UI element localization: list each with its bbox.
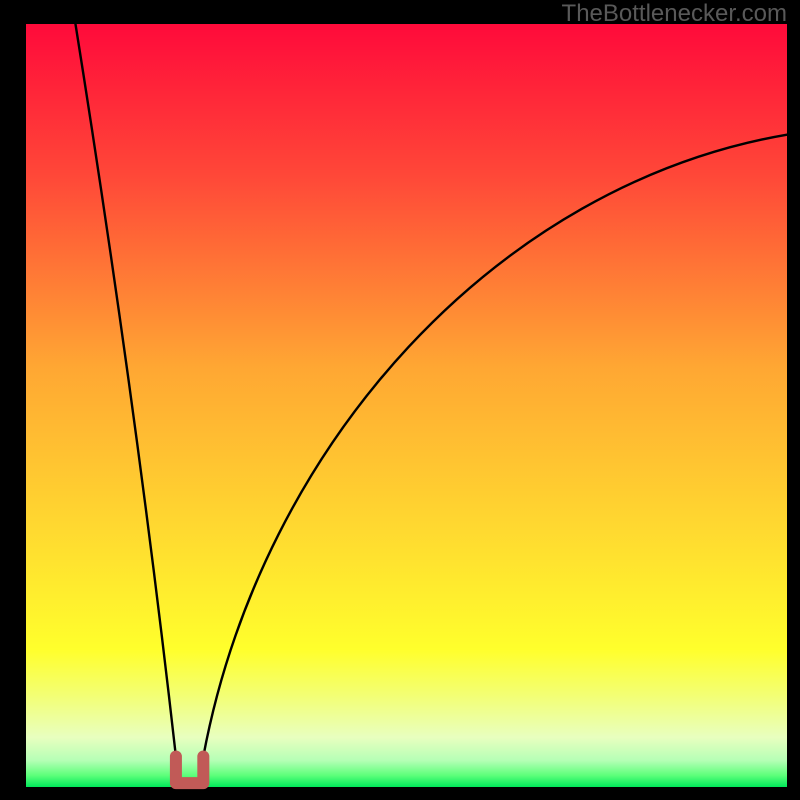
chart-svg <box>0 0 800 800</box>
watermark-text: TheBottlenecker.com <box>562 0 787 28</box>
plot-bg <box>26 24 787 787</box>
figure: TheBottlenecker.com <box>0 0 800 800</box>
